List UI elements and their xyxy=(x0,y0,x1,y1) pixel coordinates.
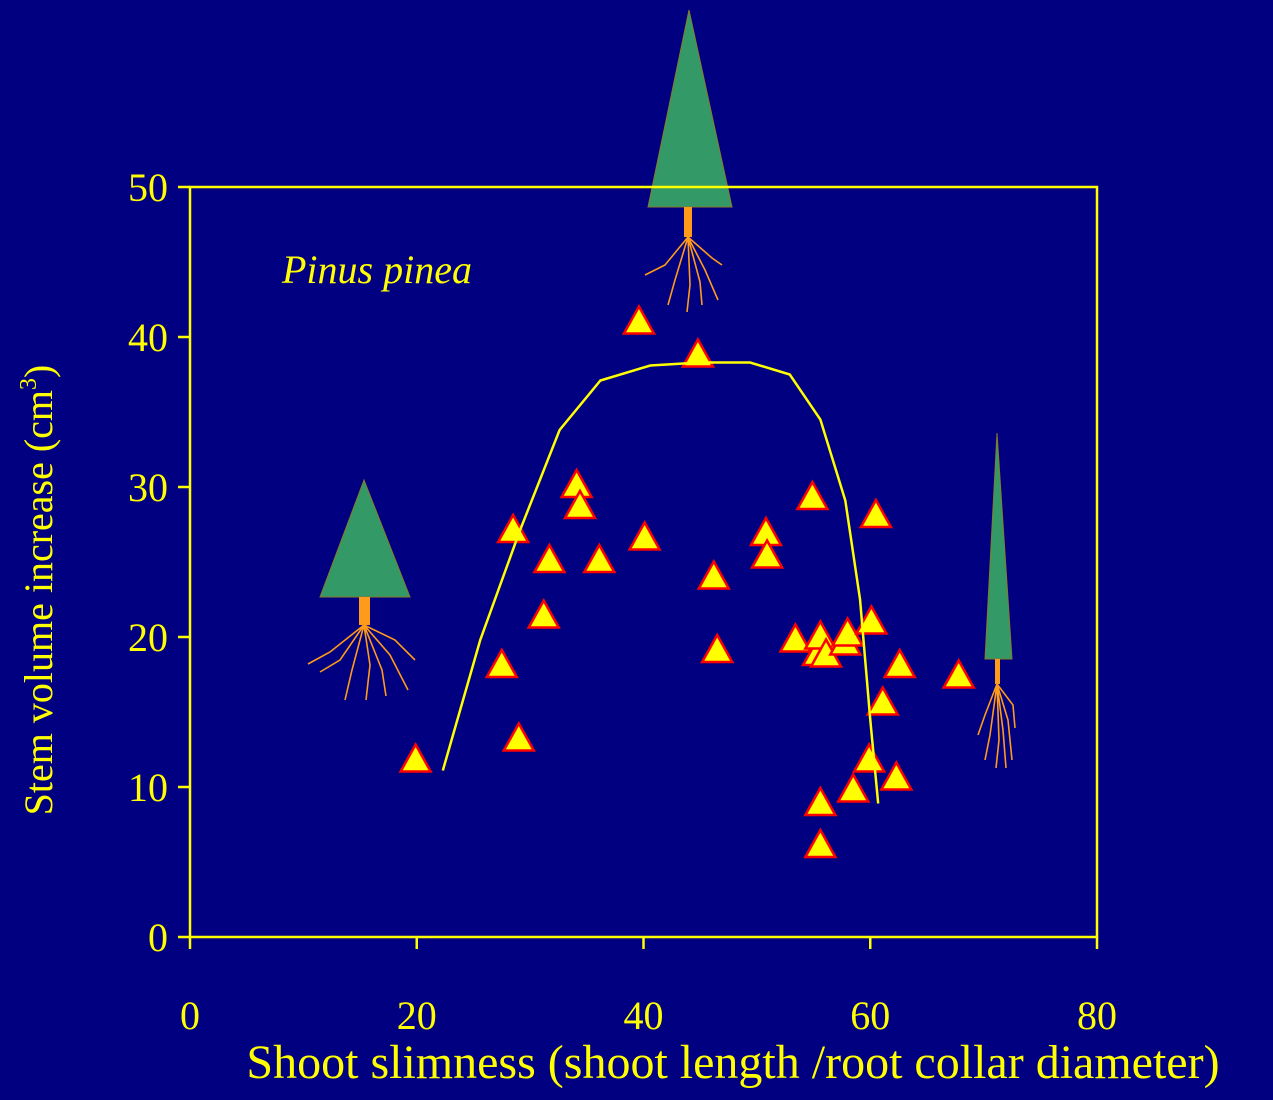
chart: Pinus pinea Shoot slimness (shoot length… xyxy=(0,0,1273,1100)
x-tick-label: 20 xyxy=(397,993,437,1038)
y-axis-label-text: Stem volume increase (cm xyxy=(16,390,61,815)
x-axis-label: Shoot slimness (shoot length /root colla… xyxy=(246,1036,1219,1089)
y-tick-label: 20 xyxy=(128,615,168,660)
page: Pinus pinea Shoot slimness (shoot length… xyxy=(0,0,1273,1100)
y-tick-label: 30 xyxy=(128,465,168,510)
x-tick-label: 80 xyxy=(1077,993,1117,1038)
y-tick-label: 0 xyxy=(148,915,168,960)
annotation: Pinus pinea xyxy=(281,247,472,292)
y-axis-label-close: ) xyxy=(16,365,61,378)
y-axis-label: Stem volume increase (cm3) xyxy=(16,365,61,816)
x-tick-label: 40 xyxy=(624,993,664,1038)
y-tick-label: 10 xyxy=(128,765,168,810)
y-tick-label: 40 xyxy=(128,315,168,360)
y-axis-label-sup: 3 xyxy=(16,378,42,390)
x-tick-label: 0 xyxy=(180,993,200,1038)
y-tick-label: 50 xyxy=(128,165,168,210)
x-tick-label: 60 xyxy=(850,993,890,1038)
